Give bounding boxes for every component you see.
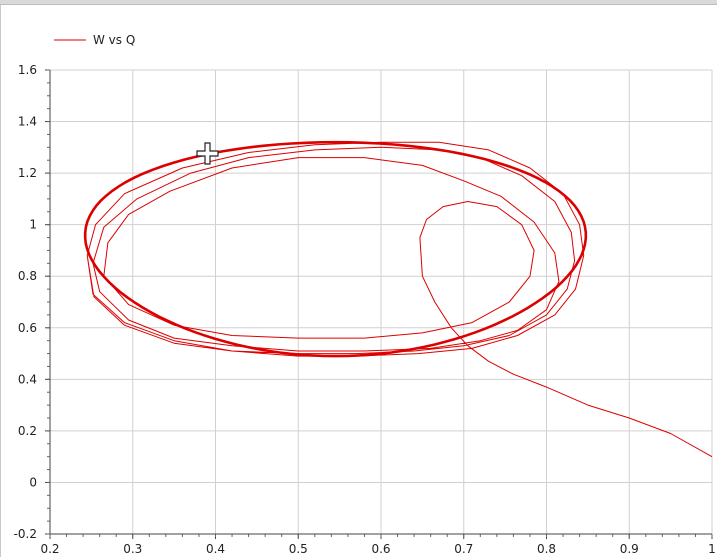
- x-tick-label: 0.8: [537, 542, 556, 556]
- legend-label: W vs Q: [93, 33, 135, 47]
- y-tick-label: 1.4: [18, 115, 37, 129]
- x-tick-label: 0.2: [40, 542, 59, 556]
- x-tick-label: 0.5: [289, 542, 308, 556]
- legend: W vs Q: [54, 33, 135, 47]
- y-tick-label: 0.4: [18, 372, 37, 386]
- x-tick-label: 0.6: [371, 542, 390, 556]
- axes: 0.2 0.3 0.4 0.5 0.6 0.7 0.8 0.9 1 -0.2 0 0.2 0.4 0.6 0…: [14, 63, 716, 556]
- y-tick-label: 0: [29, 475, 37, 489]
- crosshair-cursor-icon: [196, 142, 219, 165]
- y-tick-label: 0.6: [18, 321, 37, 335]
- series-limit-cycle: [83, 140, 588, 358]
- x-tick-label: 1: [708, 542, 716, 556]
- x-tick-label: 0.3: [123, 542, 142, 556]
- series-line-0: [86, 141, 713, 458]
- y-tick-label: 0.8: [18, 269, 37, 283]
- window-toolbar-strip: [0, 0, 717, 5]
- grid: [49, 69, 713, 535]
- y-tick-label: 1: [29, 218, 37, 232]
- y-tick-label: 1.2: [18, 166, 37, 180]
- x-tick-label: 0.9: [620, 542, 639, 556]
- plot-frame: [0, 5, 717, 557]
- x-tick-label: 0.7: [454, 542, 473, 556]
- series-layer: [83, 140, 713, 458]
- y-tick-label: 0.2: [18, 424, 37, 438]
- x-tick-label: 0.4: [206, 542, 225, 556]
- y-tick-label: 1.6: [18, 63, 37, 77]
- y-tick-label: -0.2: [14, 527, 37, 541]
